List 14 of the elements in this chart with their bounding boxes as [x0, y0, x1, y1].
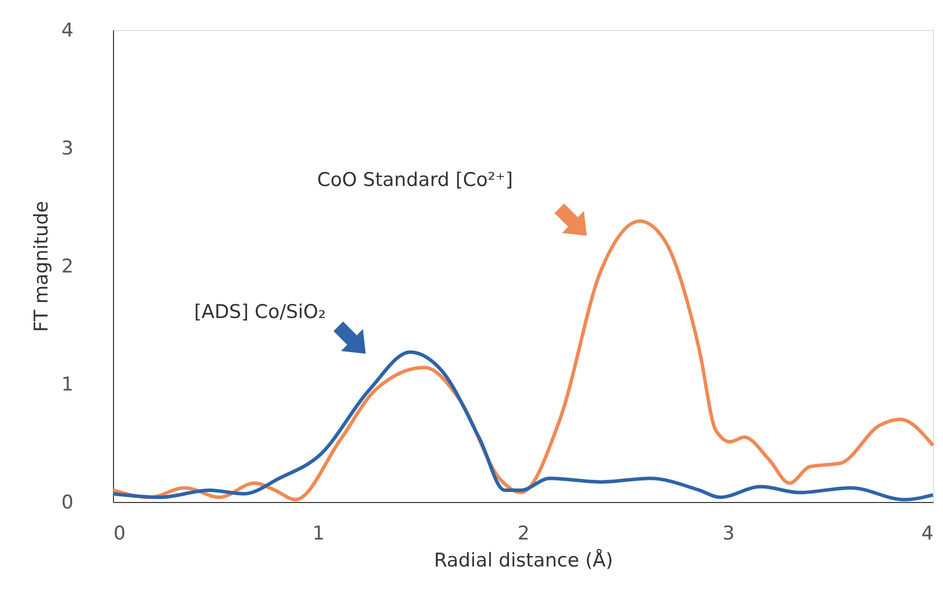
y-tick-label: 0 — [61, 492, 74, 514]
y-tick-label: 4 — [61, 20, 74, 42]
x-tick-label: 1 — [312, 522, 325, 544]
annotation: CoO Standard [Co²⁺] — [317, 169, 513, 191]
x-tick-label: 3 — [722, 522, 735, 544]
x-tick-label: 0 — [114, 522, 126, 544]
y-tick-label: 2 — [61, 256, 74, 278]
y-tick-label: 3 — [61, 138, 74, 160]
y-axis-title: FT magnitude — [30, 200, 52, 332]
x-tick-label: 2 — [517, 522, 530, 544]
y-tick-label: 1 — [61, 374, 74, 396]
x-tick-label: 4 — [921, 522, 934, 544]
annotation: [ADS] Co/SiO₂ — [194, 301, 326, 323]
x-axis-title: Radial distance (Å) — [434, 548, 614, 572]
